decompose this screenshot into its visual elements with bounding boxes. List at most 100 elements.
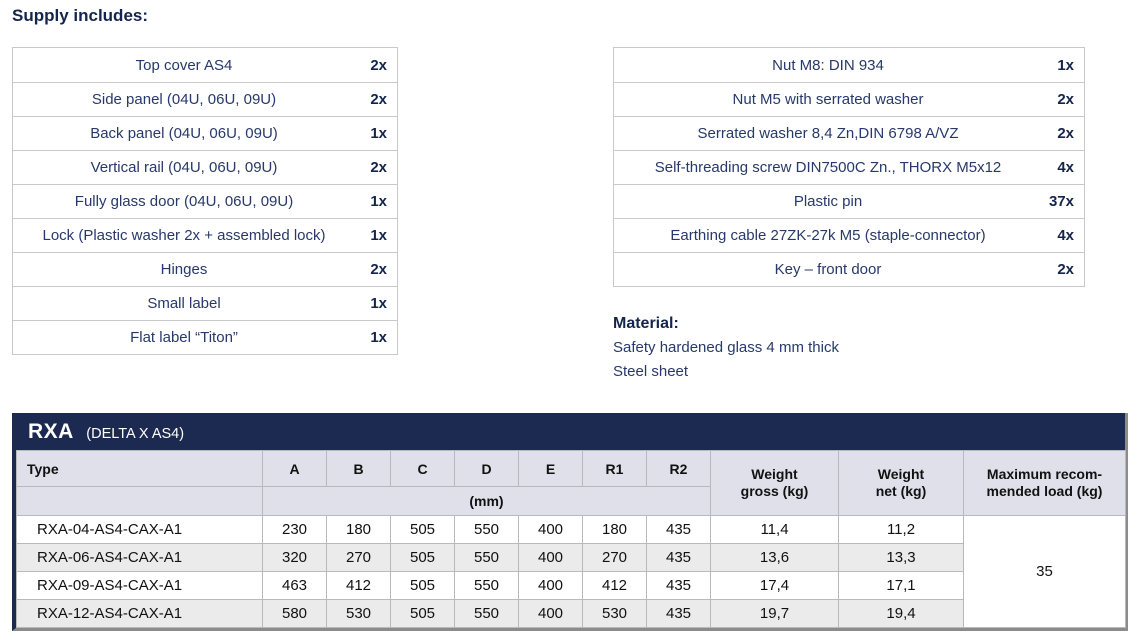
material-line: Steel sheet xyxy=(613,363,689,380)
header-row: Type A B C D E R1 R2 Weight gross (kg) W… xyxy=(16,450,1126,516)
col-header-r1: R1 xyxy=(582,450,647,487)
supply-list-right: Nut M8: DIN 934 1x Nut M5 with serrated … xyxy=(613,47,1085,287)
item-label: Small label xyxy=(147,295,221,312)
cell-c: 505 xyxy=(390,515,455,544)
col-header-max-load: Maximum recom- mended load (kg) xyxy=(963,450,1126,516)
col-header-e: E xyxy=(518,450,583,487)
cell-e: 400 xyxy=(518,543,583,572)
material-line: Safety hardened glass 4 mm thick xyxy=(613,339,839,356)
cell-a: 320 xyxy=(262,543,327,572)
empty-cell xyxy=(16,486,263,516)
cell-e: 400 xyxy=(518,599,583,628)
list-item: Top cover AS4 2x xyxy=(13,48,397,82)
cell-d: 550 xyxy=(454,515,519,544)
cell-r2: 435 xyxy=(646,571,711,600)
cell-b: 180 xyxy=(326,515,391,544)
item-label: Key – front door xyxy=(774,261,882,278)
item-quantity: 4x xyxy=(1057,227,1074,244)
item-label: Fully glass door (04U, 06U, 09U) xyxy=(74,193,294,210)
cell-r2: 435 xyxy=(646,515,711,544)
cell-weight-gross: 11,4 xyxy=(710,515,839,544)
cell-type: RXA-06-AS4-CAX-A1 xyxy=(16,543,263,572)
cell-e: 400 xyxy=(518,571,583,600)
cell-weight-gross: 13,6 xyxy=(710,543,839,572)
cell-b: 530 xyxy=(326,599,391,628)
spec-table-section: RXA (DELTA X AS4) Type A B C D E R1 R2 W… xyxy=(12,413,1128,631)
item-quantity: 37x xyxy=(1048,193,1074,210)
item-quantity: 1x xyxy=(370,295,387,312)
cell-a: 580 xyxy=(262,599,327,628)
cell-b: 412 xyxy=(326,571,391,600)
item-quantity: 1x xyxy=(1057,56,1074,74)
material-section: Material: Safety hardened glass 4 mm thi… xyxy=(613,312,839,384)
cell-c: 505 xyxy=(390,543,455,572)
item-quantity: 2x xyxy=(370,159,387,176)
cell-r2: 435 xyxy=(646,543,711,572)
cell-weight-gross: 19,7 xyxy=(710,599,839,628)
cell-r1: 180 xyxy=(582,515,647,544)
list-item: Side panel (04U, 06U, 09U) 2x xyxy=(13,82,397,116)
item-quantity: 1x xyxy=(370,125,387,142)
table-row: RXA-12-AS4-CAX-A1 580 530 505 550 400 53… xyxy=(16,599,1126,628)
cell-b: 270 xyxy=(326,543,391,572)
spec-table: Type A B C D E R1 R2 Weight gross (kg) W… xyxy=(16,450,1126,628)
item-quantity: 2x xyxy=(370,56,387,74)
list-item: Flat label “Titon” 1x xyxy=(13,320,397,354)
table-row: RXA-09-AS4-CAX-A1 463 412 505 550 400 41… xyxy=(16,571,1126,600)
table-title: RXA xyxy=(28,420,74,443)
list-item: Nut M8: DIN 934 1x xyxy=(614,48,1084,82)
cell-weight-gross: 17,4 xyxy=(710,571,839,600)
item-quantity: 1x xyxy=(370,329,387,346)
cell-c: 505 xyxy=(390,599,455,628)
item-quantity: 2x xyxy=(1057,261,1074,278)
table-title-bar: RXA (DELTA X AS4) xyxy=(16,413,1125,450)
list-item: Plastic pin 37x xyxy=(614,184,1084,218)
item-label: Top cover AS4 xyxy=(135,56,233,74)
list-item: Vertical rail (04U, 06U, 09U) 2x xyxy=(13,150,397,184)
item-label: Vertical rail (04U, 06U, 09U) xyxy=(90,159,278,176)
cell-r1: 530 xyxy=(582,599,647,628)
item-label: Self-threading screw DIN7500C Zn., THORX… xyxy=(654,159,1002,176)
item-label: Serrated washer 8,4 Zn,DIN 6798 A/VZ xyxy=(697,125,959,142)
item-label: Lock (Plastic washer 2x + assembled lock… xyxy=(42,227,326,244)
item-label: Flat label “Titon” xyxy=(130,329,238,346)
cell-type: RXA-04-AS4-CAX-A1 xyxy=(16,515,263,544)
col-header-weight-net: Weight net (kg) xyxy=(838,450,964,516)
list-item: Fully glass door (04U, 06U, 09U) 1x xyxy=(13,184,397,218)
cell-a: 230 xyxy=(262,515,327,544)
item-label: Nut M5 with serrated washer xyxy=(732,91,924,108)
cell-type: RXA-12-AS4-CAX-A1 xyxy=(16,599,263,628)
supply-list-left: Top cover AS4 2x Side panel (04U, 06U, 0… xyxy=(12,47,398,355)
col-header-r2: R2 xyxy=(646,450,711,487)
cell-weight-net: 13,3 xyxy=(838,543,964,572)
item-label: Nut M8: DIN 934 xyxy=(772,56,884,74)
cell-d: 550 xyxy=(454,543,519,572)
supply-includes-heading: Supply includes: xyxy=(12,6,149,25)
item-quantity: 4x xyxy=(1057,159,1074,176)
cell-weight-net: 19,4 xyxy=(838,599,964,628)
list-item: Serrated washer 8,4 Zn,DIN 6798 A/VZ 2x xyxy=(614,116,1084,150)
table-row: RXA-06-AS4-CAX-A1 320 270 505 550 400 27… xyxy=(16,543,1126,572)
cell-max-load: 35 xyxy=(963,515,1126,628)
cell-a: 463 xyxy=(262,571,327,600)
material-heading: Material: xyxy=(613,315,679,332)
cell-r1: 270 xyxy=(582,543,647,572)
cell-d: 550 xyxy=(454,599,519,628)
item-label: Earthing cable 27ZK-27k M5 (staple-conne… xyxy=(670,227,986,244)
list-item: Earthing cable 27ZK-27k M5 (staple-conne… xyxy=(614,218,1084,252)
cell-weight-net: 17,1 xyxy=(838,571,964,600)
list-item: Nut M5 with serrated washer 2x xyxy=(614,82,1084,116)
list-item: Small label 1x xyxy=(13,286,397,320)
cell-d: 550 xyxy=(454,571,519,600)
list-item: Back panel (04U, 06U, 09U) 1x xyxy=(13,116,397,150)
table-row: RXA-04-AS4-CAX-A1 230 180 505 550 400 18… xyxy=(16,515,1126,628)
item-quantity: 1x xyxy=(370,193,387,210)
item-label: Plastic pin xyxy=(793,193,863,210)
item-quantity: 2x xyxy=(1057,125,1074,142)
list-item: Lock (Plastic washer 2x + assembled lock… xyxy=(13,218,397,252)
unit-label: (mm) xyxy=(262,486,711,516)
cell-r2: 435 xyxy=(646,599,711,628)
table-subtitle: (DELTA X AS4) xyxy=(86,426,185,442)
item-label: Back panel (04U, 06U, 09U) xyxy=(90,125,278,142)
col-header-b: B xyxy=(326,450,391,487)
